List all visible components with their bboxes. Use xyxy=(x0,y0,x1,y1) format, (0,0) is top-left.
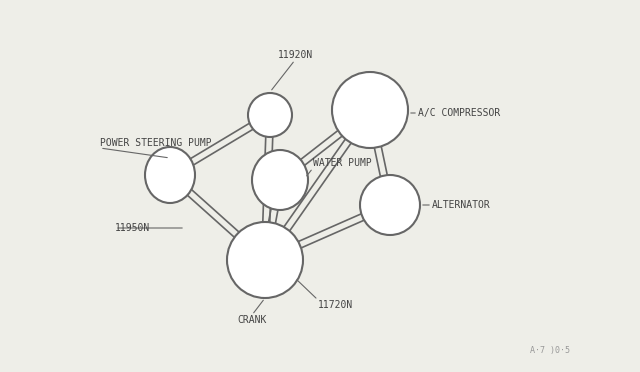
Text: POWER STEERING PUMP: POWER STEERING PUMP xyxy=(100,138,212,148)
Text: A·7 )0·5: A·7 )0·5 xyxy=(530,346,570,355)
Text: WATER PUMP: WATER PUMP xyxy=(313,158,372,168)
Text: A/C COMPRESSOR: A/C COMPRESSOR xyxy=(418,108,500,118)
Ellipse shape xyxy=(145,147,195,203)
Ellipse shape xyxy=(360,175,420,235)
Text: 11920N: 11920N xyxy=(277,50,312,60)
Text: CRANK: CRANK xyxy=(237,315,267,325)
Ellipse shape xyxy=(227,222,303,298)
Ellipse shape xyxy=(252,150,308,210)
Ellipse shape xyxy=(248,93,292,137)
Text: 11950N: 11950N xyxy=(115,223,150,233)
Text: 11720N: 11720N xyxy=(318,300,353,310)
Ellipse shape xyxy=(332,72,408,148)
Text: ALTERNATOR: ALTERNATOR xyxy=(432,200,491,210)
